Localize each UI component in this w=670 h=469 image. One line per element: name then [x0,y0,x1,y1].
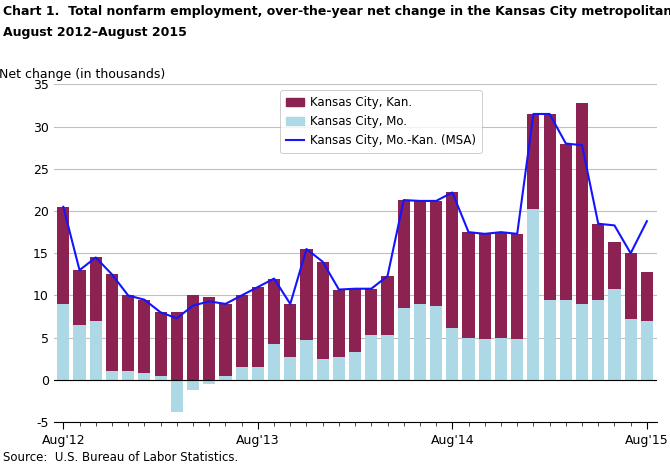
Bar [462,232,474,338]
Bar [317,359,329,380]
Bar [446,327,458,380]
Bar [122,295,134,371]
Bar [576,304,588,380]
Bar [284,357,296,380]
Bar [300,249,312,340]
Bar [106,371,118,380]
Bar [624,319,636,380]
Bar [236,367,248,380]
Bar [430,306,442,380]
Bar [187,295,199,380]
Bar [381,276,393,335]
Bar [284,304,296,357]
Bar [333,289,345,357]
Bar [138,373,151,380]
Bar [641,272,653,321]
Bar [268,279,280,344]
Bar [446,192,458,327]
Bar [219,376,232,380]
Bar [317,262,329,359]
Bar [495,232,507,338]
Bar [236,295,248,367]
Bar [74,270,86,325]
Text: Net change (in thousands): Net change (in thousands) [0,68,165,81]
Bar [641,321,653,380]
Bar [592,300,604,380]
Bar [511,234,523,340]
Bar [57,207,70,304]
Bar [527,209,539,380]
Bar [300,340,312,380]
Bar [414,201,426,304]
Bar [155,312,167,376]
Bar [608,289,620,380]
Bar [219,304,232,376]
Bar [543,300,555,380]
Bar [122,371,134,380]
Bar [462,338,474,380]
Bar [57,304,70,380]
Bar [559,300,572,380]
Bar [106,274,118,371]
Bar [349,289,361,352]
Bar [624,253,636,319]
Text: August 2012–August 2015: August 2012–August 2015 [3,26,187,39]
Bar [478,234,491,340]
Bar [527,114,539,209]
Bar [171,311,183,380]
Bar [592,224,604,300]
Bar [203,297,215,380]
Bar [203,380,215,384]
Bar [365,289,377,335]
Bar [414,304,426,380]
Bar [90,321,102,380]
Bar [187,380,199,390]
Bar [252,367,264,380]
Bar [90,257,102,321]
Bar [252,287,264,367]
Bar [268,344,280,380]
Bar [576,103,588,304]
Legend: Kansas City, Kan., Kansas City, Mo., Kansas City, Mo.-Kan. (MSA): Kansas City, Kan., Kansas City, Mo., Kan… [281,91,482,153]
Bar [430,201,442,306]
Bar [398,200,410,308]
Bar [559,144,572,300]
Bar [74,325,86,380]
Bar [608,242,620,289]
Text: Source:  U.S. Bureau of Labor Statistics.: Source: U.S. Bureau of Labor Statistics. [3,451,239,464]
Bar [495,338,507,380]
Bar [398,308,410,380]
Bar [155,376,167,380]
Bar [333,357,345,380]
Bar [138,300,151,373]
Bar [381,335,393,380]
Text: Chart 1.  Total nonfarm employment, over-the-year net change in the Kansas City : Chart 1. Total nonfarm employment, over-… [3,5,670,18]
Bar [171,380,183,412]
Bar [349,352,361,380]
Bar [511,340,523,380]
Bar [543,114,555,300]
Bar [478,340,491,380]
Bar [365,335,377,380]
